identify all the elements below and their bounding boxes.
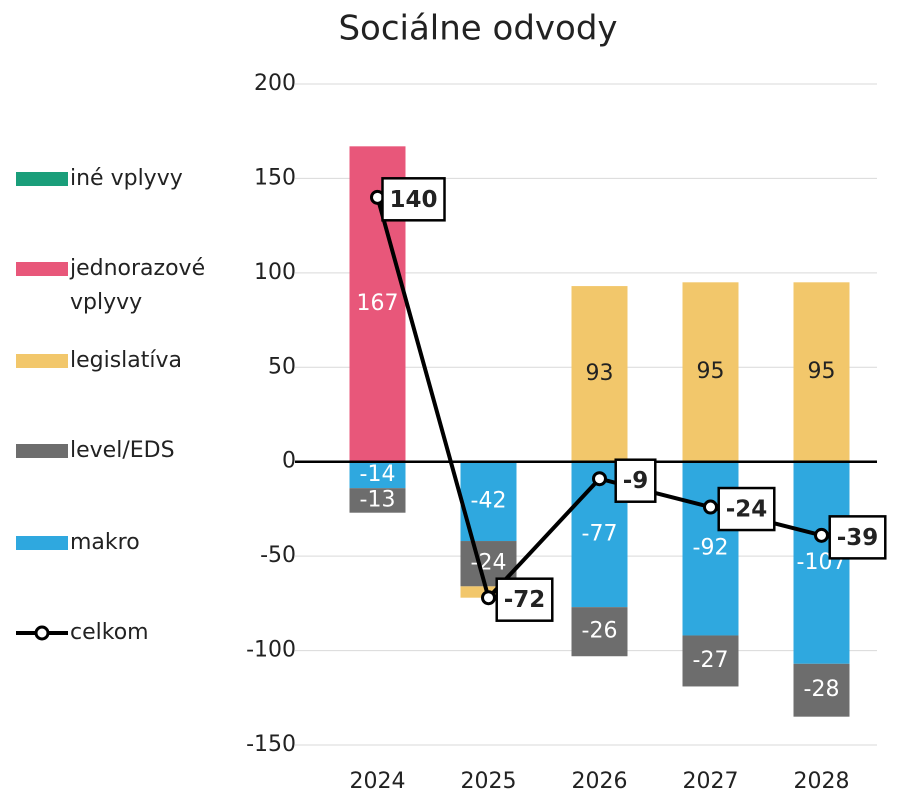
line-marker: [481, 590, 496, 606]
legend-rect: [16, 536, 68, 550]
y-tick-label: 100: [254, 260, 296, 285]
y-tick-label: 0: [282, 449, 296, 474]
bar-segment: [571, 607, 628, 657]
bar-segment: [682, 635, 739, 687]
y-tick-label: -50: [260, 543, 296, 568]
data-label: 95: [808, 359, 836, 384]
bar-segment: [793, 282, 850, 462]
y-tick-label: 200: [254, 71, 296, 96]
legend-label: makro: [70, 530, 140, 555]
data-label: 93: [586, 361, 614, 386]
data-label: -42: [471, 488, 507, 513]
data-label: -13: [360, 487, 396, 512]
line-label: 140: [381, 177, 446, 222]
x-tick-label: 2024: [350, 769, 406, 794]
line-label-text: -9: [623, 468, 649, 494]
legend-rect: [16, 172, 68, 186]
legend-label: celkom: [70, 620, 149, 645]
legend-item: level/EDS: [14, 434, 234, 468]
legend-label: level/EDS: [70, 438, 175, 463]
legend-item: jednorazové vplyvy: [14, 252, 234, 320]
legend-rect: [16, 354, 68, 368]
line-label-box: [717, 486, 776, 532]
legend-item: makro: [14, 526, 234, 560]
y-tick-label: -100: [246, 638, 296, 663]
x-tick-label: 2026: [572, 769, 628, 794]
y-tick-label: 50: [268, 354, 296, 379]
line-marker: [814, 527, 829, 543]
line-marker: [703, 499, 718, 515]
y-tick-label: 150: [254, 165, 296, 190]
data-label: -28: [804, 677, 840, 702]
line-label-box: [828, 515, 887, 560]
bar-segment: [349, 461, 406, 489]
data-label: -27: [693, 648, 729, 673]
legend-swatch: [16, 625, 68, 641]
line-label-text: -24: [726, 497, 768, 523]
legend-marker: [34, 625, 50, 641]
x-tick-label: 2027: [683, 769, 739, 794]
chart-title: Sociálne odvody: [338, 9, 617, 49]
data-label: -77: [582, 521, 618, 546]
x-tick-label: 2028: [794, 769, 850, 794]
legend-label: iné vplyvy: [70, 166, 183, 191]
legend-item: celkom: [14, 616, 234, 650]
line-label: -72: [495, 577, 554, 622]
line-label-box: [495, 577, 554, 622]
legend-item: legislatíva: [14, 344, 234, 378]
legend-label: jednorazové vplyvy: [70, 256, 206, 315]
data-label: -92: [693, 536, 729, 561]
line-label-text: 140: [389, 187, 437, 213]
data-label: 95: [697, 359, 725, 384]
line-label-text: -72: [504, 587, 546, 613]
line-label: -24: [717, 486, 776, 532]
bar-segment: [349, 488, 406, 513]
data-label: -14: [360, 462, 396, 487]
line-label-text: -39: [837, 525, 879, 551]
data-label: 167: [357, 291, 399, 316]
legend-rect: [16, 262, 68, 276]
bar-segment: [793, 461, 850, 664]
bar-segment: [682, 282, 739, 462]
line-label: -9: [614, 458, 657, 503]
legend-swatch: [16, 172, 68, 186]
y-tick-label: -150: [246, 732, 296, 757]
legend-swatch: [16, 262, 68, 276]
legend-item: iné vplyvy: [14, 162, 234, 196]
x-tick-label: 2025: [461, 769, 517, 794]
bar-segment: [571, 286, 628, 462]
line-label-box: [381, 177, 446, 222]
legend-swatch: [16, 354, 68, 368]
bar-segment: [793, 663, 850, 717]
legend-label: legislatíva: [70, 348, 183, 373]
legend-swatch: [16, 536, 68, 550]
data-label: -26: [582, 619, 618, 644]
line-marker: [592, 471, 607, 487]
line-label: -39: [828, 515, 887, 560]
line-label-box: [614, 458, 657, 503]
legend-swatch: [16, 444, 68, 458]
legend-rect: [16, 444, 68, 458]
